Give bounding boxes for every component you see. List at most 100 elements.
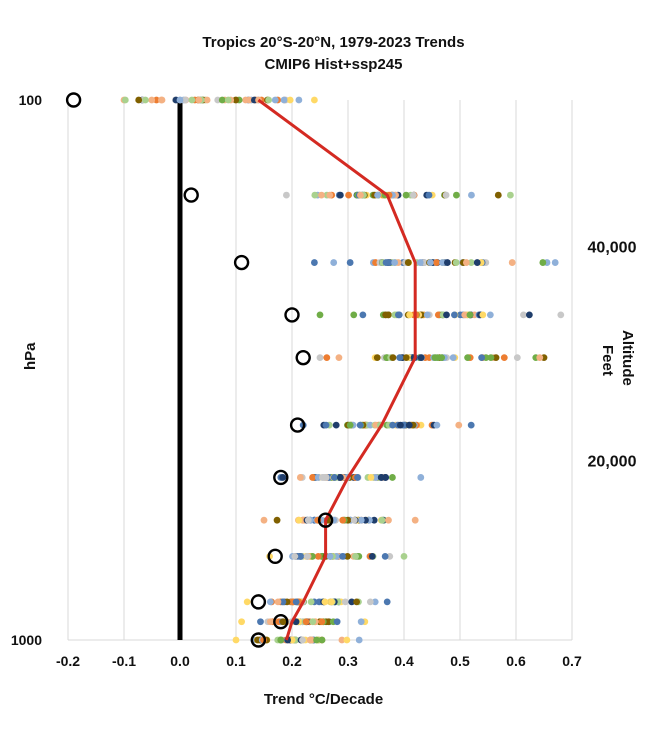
model-dot	[536, 354, 544, 362]
model-dot	[372, 474, 380, 481]
model-dot	[271, 96, 279, 104]
model-dot	[381, 552, 389, 560]
x-tick-label: 0.1	[226, 653, 246, 669]
model-dot	[299, 636, 306, 644]
x-axis-title: Trend °C/Decade	[263, 691, 384, 708]
model-dot	[404, 259, 412, 266]
model-dot	[473, 259, 481, 266]
y-axis-title-right-1: Altitude	[619, 330, 636, 386]
model-dot	[328, 598, 335, 606]
y-tick-label-left: 100	[19, 92, 43, 108]
model-dot	[451, 311, 458, 319]
model-dot	[341, 598, 349, 606]
model-dot	[238, 618, 246, 626]
model-dot	[383, 598, 391, 606]
model-dot	[382, 259, 390, 266]
model-dot	[423, 311, 431, 319]
chart-title: Tropics 20°S-20°N, 1979-2023 Trends	[202, 34, 465, 51]
model-dot	[326, 552, 334, 560]
model-dot	[336, 474, 344, 481]
model-dot	[319, 474, 327, 481]
model-dot	[309, 474, 316, 481]
model-dot	[314, 552, 322, 560]
model-dot	[218, 96, 226, 104]
model-dot	[224, 96, 232, 104]
model-dot	[367, 474, 375, 481]
model-mean-line	[257, 98, 417, 641]
model-dot	[487, 354, 495, 362]
model-dot	[468, 191, 475, 199]
model-dot	[350, 516, 358, 524]
model-dot	[273, 516, 281, 524]
model-dot	[439, 259, 446, 266]
model-dot	[322, 421, 330, 429]
model-dot	[176, 96, 184, 104]
x-tick-label: 0.4	[394, 653, 414, 669]
model-dot	[283, 191, 290, 199]
x-tick-label: 0.5	[450, 653, 470, 669]
model-dot	[195, 96, 203, 104]
model-dot	[464, 354, 472, 362]
model-dot	[520, 311, 527, 319]
model-dot	[267, 618, 274, 626]
model-dot	[551, 259, 559, 266]
model-dot	[295, 96, 303, 104]
x-tick-label: 0.6	[506, 653, 526, 669]
x-tick-label: 0.7	[562, 653, 582, 669]
model-dot	[416, 259, 424, 266]
model-dot	[467, 259, 475, 266]
model-dot	[346, 259, 354, 266]
model-dot	[292, 598, 300, 606]
y-axis-title-right-2: Feet	[599, 345, 616, 376]
model-dot	[336, 191, 344, 199]
model-dot	[245, 96, 253, 104]
x-tick-labels: -0.2 -0.1 0.0 0.1 0.2 0.3 0.4 0.5 0.6 0.7	[56, 653, 582, 669]
observation-point	[267, 548, 283, 565]
model-dot	[121, 96, 129, 104]
model-dot	[525, 311, 533, 319]
model-dot	[296, 474, 304, 481]
model-dot	[295, 516, 303, 524]
model-dot	[277, 636, 285, 644]
model-dot	[438, 354, 446, 362]
model-dot	[323, 354, 331, 362]
model-dot	[478, 354, 486, 362]
model-dot	[397, 421, 404, 429]
observation-points	[65, 92, 334, 648]
model-dot	[348, 598, 356, 606]
model-dot	[346, 421, 354, 429]
model-dot	[135, 96, 143, 104]
x-tick-label: -0.1	[112, 653, 136, 669]
model-dot	[344, 552, 351, 560]
model-dot	[431, 354, 439, 362]
model-dot	[479, 311, 487, 319]
model-dot	[304, 516, 312, 524]
model-dot	[332, 421, 340, 429]
model-dot	[316, 311, 324, 319]
model-dot	[313, 636, 320, 644]
model-dot	[291, 552, 299, 560]
model-dot	[274, 598, 282, 606]
model-dot	[302, 618, 310, 626]
model-dot	[402, 191, 410, 199]
model-dot	[308, 636, 316, 644]
model-dot	[357, 516, 365, 524]
model-dot	[417, 354, 425, 362]
model-dot	[368, 552, 376, 560]
model-dot	[385, 311, 392, 319]
model-dot	[345, 191, 352, 199]
model-dot	[357, 618, 365, 626]
model-dot	[311, 96, 318, 104]
model-dot	[389, 421, 397, 429]
model-dot	[385, 516, 392, 524]
model-dot	[371, 598, 379, 606]
y-axis-title-left: hPa	[22, 342, 39, 370]
model-dot	[316, 354, 324, 362]
model-dot	[311, 191, 319, 199]
model-dot	[153, 96, 160, 104]
model-dot	[356, 421, 364, 429]
model-dot	[449, 354, 457, 362]
model-dot	[400, 552, 408, 560]
model-dot	[311, 259, 318, 266]
model-dot	[232, 96, 240, 104]
